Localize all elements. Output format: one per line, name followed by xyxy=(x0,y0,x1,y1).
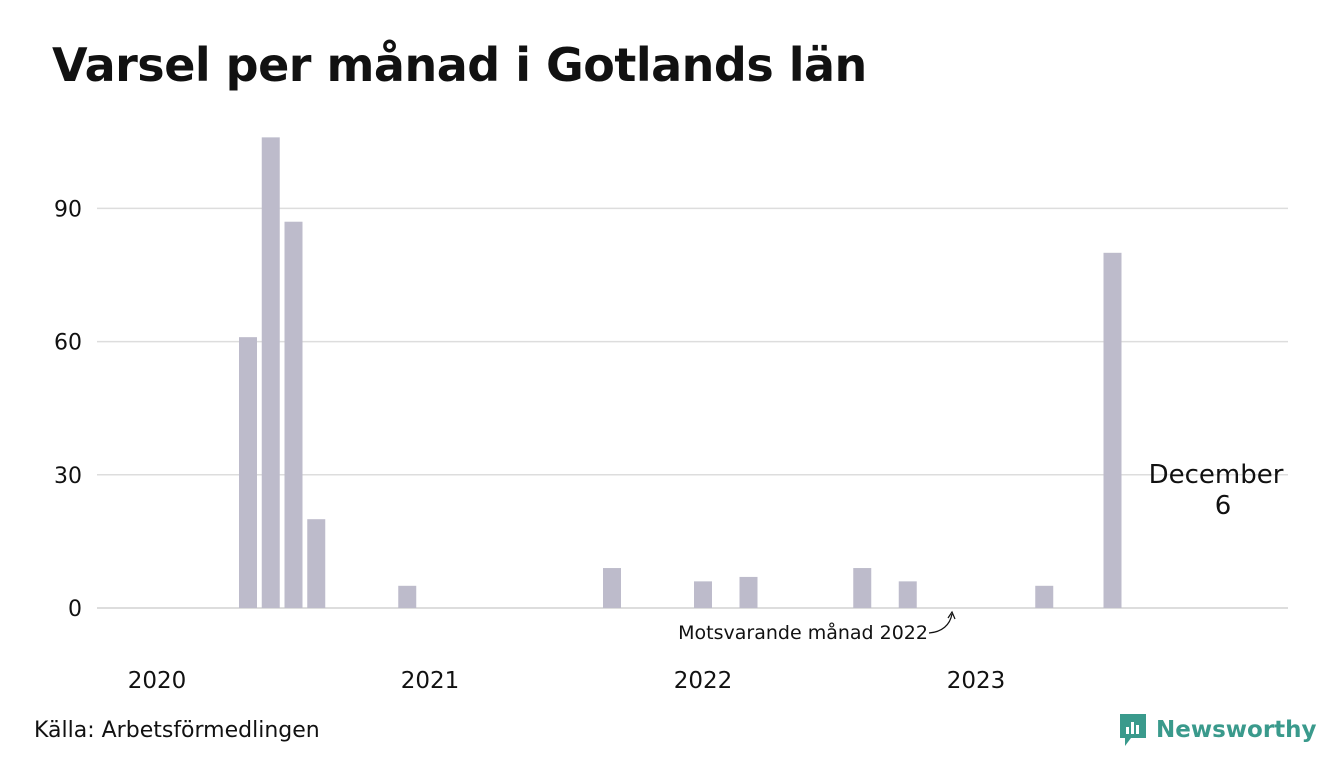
bar-2022-03 xyxy=(739,576,758,608)
annotation-arrowhead xyxy=(947,610,956,620)
bar-2020-08 xyxy=(307,519,326,608)
y-tick-label: 30 xyxy=(54,464,82,489)
bars xyxy=(239,137,1122,609)
x-axis-ticks: 2020 2021 2022 2023 xyxy=(128,668,1006,694)
y-axis-ticks: 0 30 60 90 xyxy=(54,197,82,622)
chart-title: Varsel per månad i Gotlands län xyxy=(52,38,867,92)
newsworthy-logo-icon xyxy=(1120,714,1146,746)
annotation-current-month: December xyxy=(1149,460,1284,490)
bar-chart: 0 30 60 90 2020 2021 2022 2023 December 6 Mots… xyxy=(54,137,1288,694)
bar-2020-12 xyxy=(398,585,417,608)
bar-2020-05 xyxy=(239,337,257,608)
x-tick-label: 2023 xyxy=(947,668,1006,694)
annotations: December 6 Motsvarande månad 2022 xyxy=(678,460,1284,644)
annotation-arrow xyxy=(928,613,953,634)
brand-logo: Newsworthy xyxy=(1118,712,1317,748)
bar-2021-09 xyxy=(603,568,621,608)
source-note: Källa: Arbetsförmedlingen xyxy=(34,718,320,743)
brand-name: Newsworthy xyxy=(1156,717,1317,743)
annotation-current-value: 6 xyxy=(1215,491,1232,521)
y-tick-label: 60 xyxy=(54,331,82,356)
bar-2020-06 xyxy=(261,137,280,609)
bar-2020-07 xyxy=(284,221,303,608)
y-tick-label: 0 xyxy=(68,597,82,622)
bar-2022-10 xyxy=(898,581,917,608)
x-tick-label: 2022 xyxy=(674,668,733,694)
annotation-previous-year: Motsvarande månad 2022 xyxy=(678,621,928,644)
bar-2022-08 xyxy=(853,568,872,608)
bar-2023-07 xyxy=(1103,252,1122,609)
x-tick-label: 2021 xyxy=(401,668,460,694)
y-tick-label: 90 xyxy=(54,197,82,222)
x-tick-label: 2020 xyxy=(128,668,187,694)
bar-2022-01 xyxy=(694,581,712,608)
bar-2023-04 xyxy=(1035,585,1054,608)
